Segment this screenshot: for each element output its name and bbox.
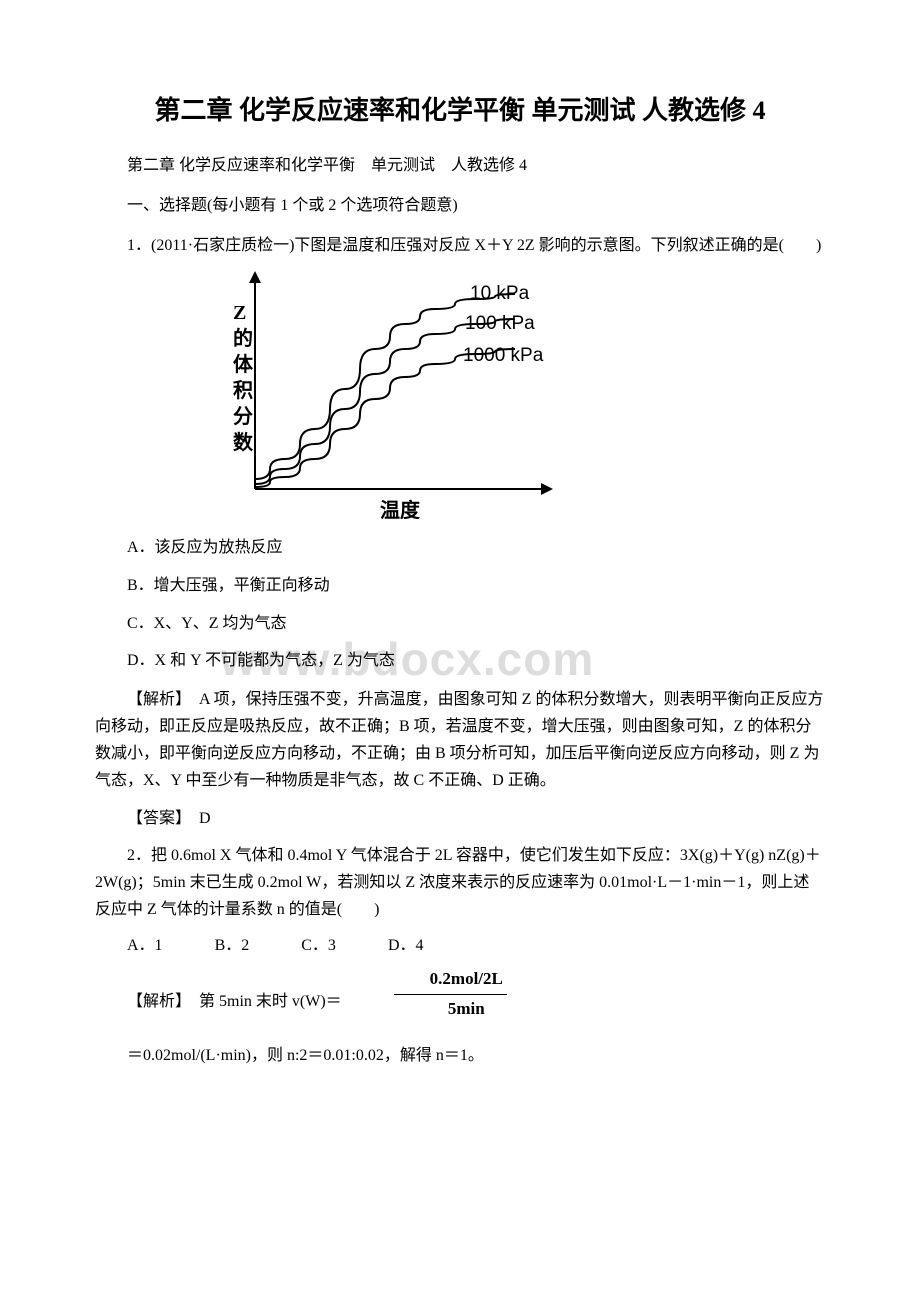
- page-title: 第二章 化学反应速率和化学平衡 单元测试 人教选修 4: [95, 90, 825, 127]
- q1-option-c: C．X、Y、Z 均为气态: [95, 611, 825, 637]
- svg-text:积: 积: [233, 379, 253, 402]
- q1-answer: 【答案】 D: [95, 805, 825, 832]
- fraction-numerator: 0.2mol/2L: [394, 965, 507, 995]
- svg-text:10 kPa: 10 kPa: [470, 283, 530, 304]
- q2-option-d: D．4: [388, 937, 424, 954]
- q1-option-d: D．X 和 Y 不可能都为气态，Z 为气态: [95, 648, 825, 674]
- svg-text:体: 体: [233, 352, 254, 376]
- q2-option-b: B．2: [215, 937, 250, 954]
- curve-chart: Z的体积分数温度 10 kPa 100 kPa 1000 kPa: [215, 269, 555, 519]
- svg-text:100 kPa: 100 kPa: [465, 313, 535, 334]
- q2-stem: 2．把 0.6mol X 气体和 0.4mol Y 气体混合于 2L 容器中，使…: [95, 842, 825, 924]
- svg-text:分: 分: [233, 405, 253, 428]
- svg-text:Z: Z: [233, 302, 246, 324]
- q2-explanation-line2: ＝0.02mol/(L·min)，则 n:2＝0.01:0.02，解得 n＝1。: [95, 1042, 825, 1069]
- q2-option-c: C．3: [301, 937, 336, 954]
- q1-stem: 1．(2011·石家庄质检一)下图是温度和压强对反应 X＋Y 2Z 影响的示意图…: [95, 232, 825, 259]
- fraction-denominator: 5min: [394, 995, 507, 1024]
- q1-explanation: 【解析】 A 项，保持压强不变，升高温度，由图象可知 Z 的体积分数增大，则表明…: [95, 686, 825, 795]
- q2-options: A．1 B．2 C．3 D．4: [95, 933, 825, 959]
- q1-option-a: A．该反应为放热反应: [95, 535, 825, 561]
- svg-text:1000 kPa: 1000 kPa: [463, 345, 544, 366]
- svg-text:数: 数: [233, 430, 254, 454]
- q2-exp-prefix: 【解析】 第 5min 末时 v(W)＝: [127, 993, 342, 1010]
- svg-text:温度: 温度: [380, 498, 421, 519]
- subtitle: 第二章 化学反应速率和化学平衡 单元测试 人教选修 4: [95, 153, 825, 179]
- svg-text:的: 的: [233, 326, 253, 350]
- section-heading: 一、选择题(每小题有 1 个或 2 个选项符合题意): [95, 193, 825, 219]
- q2-option-a: A．1: [127, 937, 163, 954]
- q1-figure: Z的体积分数温度 10 kPa 100 kPa 1000 kPa: [215, 269, 555, 519]
- q1-option-b: B．增大压强，平衡正向移动: [95, 573, 825, 599]
- fraction: 0.2mol/2L 5min: [394, 965, 507, 1024]
- q2-explanation-line1: 【解析】 第 5min 末时 v(W)＝ 0.2mol/2L 5min: [95, 973, 825, 1032]
